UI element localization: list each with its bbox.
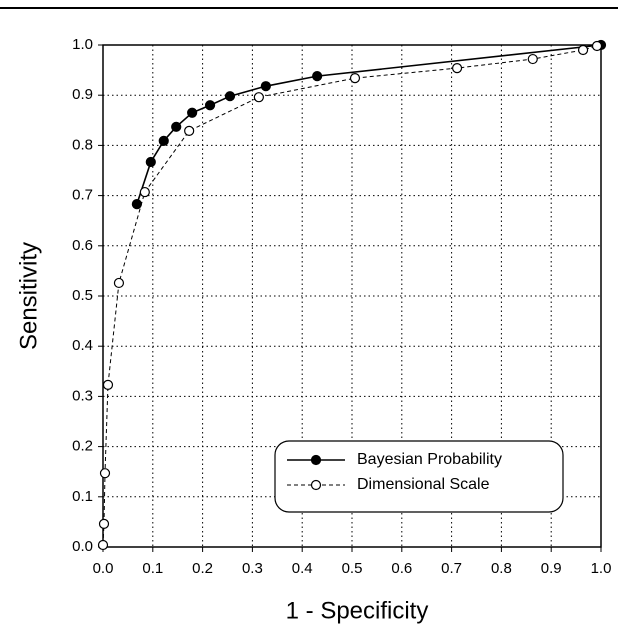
point-marker — [102, 379, 114, 390]
plot-frame — [102, 44, 602, 548]
point-marker — [113, 277, 125, 289]
point-marker — [253, 92, 264, 103]
x-tick-label: 1.0 — [591, 560, 612, 577]
legend-label: Dimensional Scale — [357, 476, 490, 493]
point-marker — [171, 121, 182, 132]
x-tick-label: 0.3 — [242, 560, 263, 577]
point-marker — [184, 125, 195, 136]
x-tick-label: 0.0 — [93, 560, 114, 577]
legend-label: Bayesian Probability — [357, 451, 502, 468]
x-tick-label: 0.7 — [441, 560, 462, 577]
point-marker — [310, 454, 322, 466]
point-marker — [349, 73, 361, 84]
x-tick-label: 0.9 — [541, 560, 562, 577]
y-tick-label: 0.5 — [72, 287, 93, 304]
point-marker — [158, 135, 169, 146]
x-tick-label: 0.5 — [342, 560, 363, 577]
series-line — [136, 44, 602, 205]
x-tick-label: 0.2 — [192, 560, 213, 577]
legend-box — [274, 440, 564, 513]
y-tick-label: 0.0 — [72, 538, 93, 555]
y-tick-label: 0.8 — [72, 136, 93, 153]
point-marker — [310, 479, 322, 491]
point-marker — [98, 518, 110, 530]
y-tick-label: 1.0 — [72, 36, 93, 53]
legend: Bayesian Probability Dimensional Scale — [274, 440, 564, 513]
y-tick-label: 0.4 — [72, 337, 93, 354]
y-tick-label: 0.6 — [72, 237, 93, 254]
y-tick-label: 0.3 — [72, 387, 93, 404]
point-marker — [145, 156, 156, 168]
point-marker — [312, 71, 323, 82]
point-marker — [97, 539, 109, 551]
y-tick-label: 0.9 — [72, 86, 93, 103]
x-tick-label: 0.1 — [142, 560, 163, 577]
point-marker — [451, 62, 463, 74]
x-tick-label: 0.8 — [491, 560, 512, 577]
point-marker — [131, 199, 142, 210]
point-marker — [99, 468, 111, 479]
x-tick-label: 0.4 — [292, 560, 313, 577]
point-marker — [260, 81, 271, 92]
y-tick-label: 0.7 — [72, 187, 93, 204]
point-marker — [224, 91, 236, 102]
x-axis-label: 1 - Specificity — [286, 597, 429, 624]
y-tick-label: 0.2 — [72, 438, 93, 455]
point-marker — [527, 53, 538, 65]
point-marker — [577, 44, 589, 56]
point-marker — [591, 40, 603, 52]
point-marker — [187, 107, 198, 118]
x-tick-label: 0.6 — [391, 560, 412, 577]
y-tick-label: 0.1 — [72, 488, 93, 505]
point-marker — [139, 186, 150, 198]
point-marker — [204, 100, 216, 111]
y-axis-label: Sensitivity — [15, 242, 42, 350]
